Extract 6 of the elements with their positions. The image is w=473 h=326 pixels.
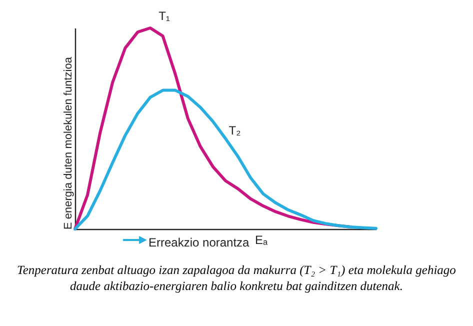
series-label: T₂ bbox=[228, 123, 242, 138]
y-axis-title: E energia duten molekulen funtzioa bbox=[62, 56, 74, 230]
x-axis-title: Erreakzio norantza bbox=[148, 236, 250, 250]
text: Eₐ bbox=[255, 233, 268, 247]
series-label: T₁ bbox=[158, 9, 170, 23]
text: Tenperatura zenbat altuago izan zapalagoa da makurra (T₂ > T₁) eta molekula gehiago daude aktibazio-energiaren balio konkretu bat gainditzen dutenak. bbox=[16, 262, 457, 294]
